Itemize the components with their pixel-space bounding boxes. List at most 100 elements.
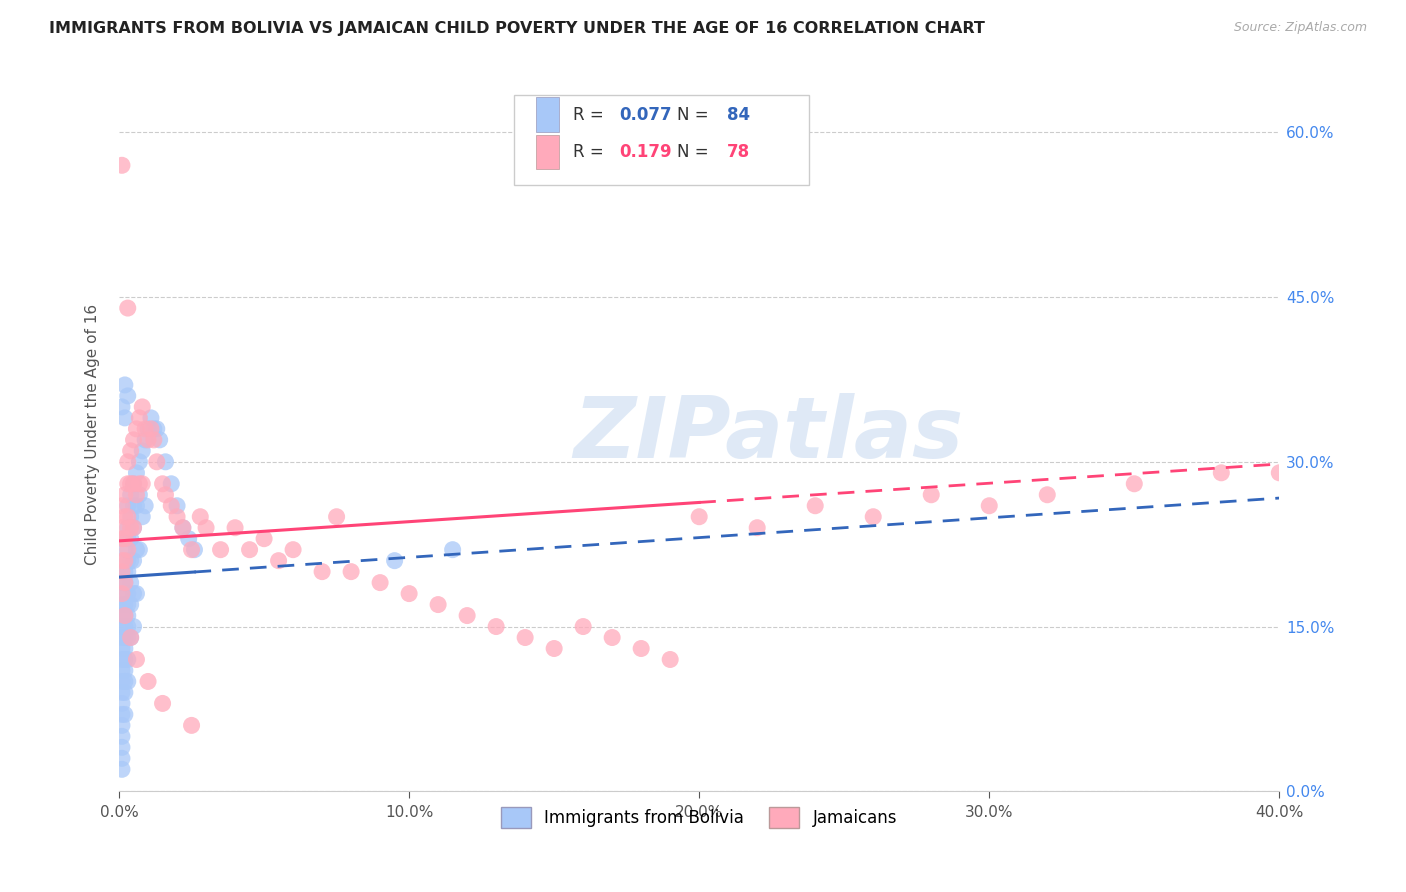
Point [136,422,159,436]
Point [1036,488,1059,502]
Point [111,619,134,633]
Point [111,762,134,776]
Point [120,631,142,645]
Point [117,674,139,689]
Point [111,565,134,579]
Point [177,532,200,546]
Point [111,400,134,414]
Point [114,685,136,699]
Point [145,455,167,469]
Point [117,301,139,315]
Point [117,586,139,600]
Point [111,707,134,722]
Point [172,521,194,535]
Point [120,521,142,535]
Point [979,499,1001,513]
Point [920,488,942,502]
Point [117,476,139,491]
Text: 0.179: 0.179 [619,144,672,161]
Text: IMMIGRANTS FROM BOLIVIA VS JAMAICAN CHILD POVERTY UNDER THE AGE OF 16 CORRELATIO: IMMIGRANTS FROM BOLIVIA VS JAMAICAN CHIL… [49,21,986,37]
Point [111,730,134,744]
Point [125,652,148,666]
Point [136,674,159,689]
Point [117,521,139,535]
Point [114,674,136,689]
Point [1268,466,1291,480]
Point [152,697,174,711]
Point [134,499,156,513]
Point [224,521,246,535]
Point [122,586,145,600]
Point [136,433,159,447]
Point [134,422,156,436]
Point [114,565,136,579]
Point [125,466,148,480]
Point [134,433,156,447]
Point [114,554,136,568]
Point [111,532,134,546]
Point [125,542,148,557]
Point [117,509,139,524]
Point [114,664,136,678]
Point [114,641,136,656]
Point [111,718,134,732]
Point [142,422,165,436]
Point [149,433,172,447]
Point [117,455,139,469]
Point [120,631,142,645]
Point [114,608,136,623]
Point [111,631,134,645]
Point [166,509,188,524]
Point [131,443,153,458]
Point [114,652,136,666]
Point [117,542,139,557]
Point [122,499,145,513]
Point [117,619,139,633]
Point [120,532,142,546]
Point [111,740,134,755]
Point [111,575,134,590]
Point [114,542,136,557]
Point [114,707,136,722]
Point [145,422,167,436]
Point [114,509,136,524]
Point [131,509,153,524]
Point [1211,466,1233,480]
Point [125,586,148,600]
Point [543,641,565,656]
Point [120,509,142,524]
Point [122,476,145,491]
Point [117,631,139,645]
Point [122,619,145,633]
Point [114,532,136,546]
Point [572,619,595,633]
Y-axis label: Child Poverty Under the Age of 16: Child Poverty Under the Age of 16 [86,304,100,565]
Point [122,433,145,447]
Point [128,410,150,425]
Point [160,476,183,491]
Point [398,586,420,600]
Text: N =: N = [678,105,714,124]
Point [111,674,134,689]
Point [152,476,174,491]
Point [111,641,134,656]
Point [117,652,139,666]
Point [120,488,142,502]
Point [111,158,134,172]
Text: ZIPatlas: ZIPatlas [574,392,965,475]
Point [427,598,450,612]
Point [195,521,218,535]
Point [125,488,148,502]
Point [122,521,145,535]
Point [114,410,136,425]
Text: 0.077: 0.077 [619,105,672,124]
Point [688,509,710,524]
Point [111,608,134,623]
Point [114,488,136,502]
Text: 84: 84 [727,105,751,124]
Point [111,554,134,568]
Point [180,542,202,557]
Point [862,509,884,524]
Point [1123,476,1146,491]
Point [120,443,142,458]
